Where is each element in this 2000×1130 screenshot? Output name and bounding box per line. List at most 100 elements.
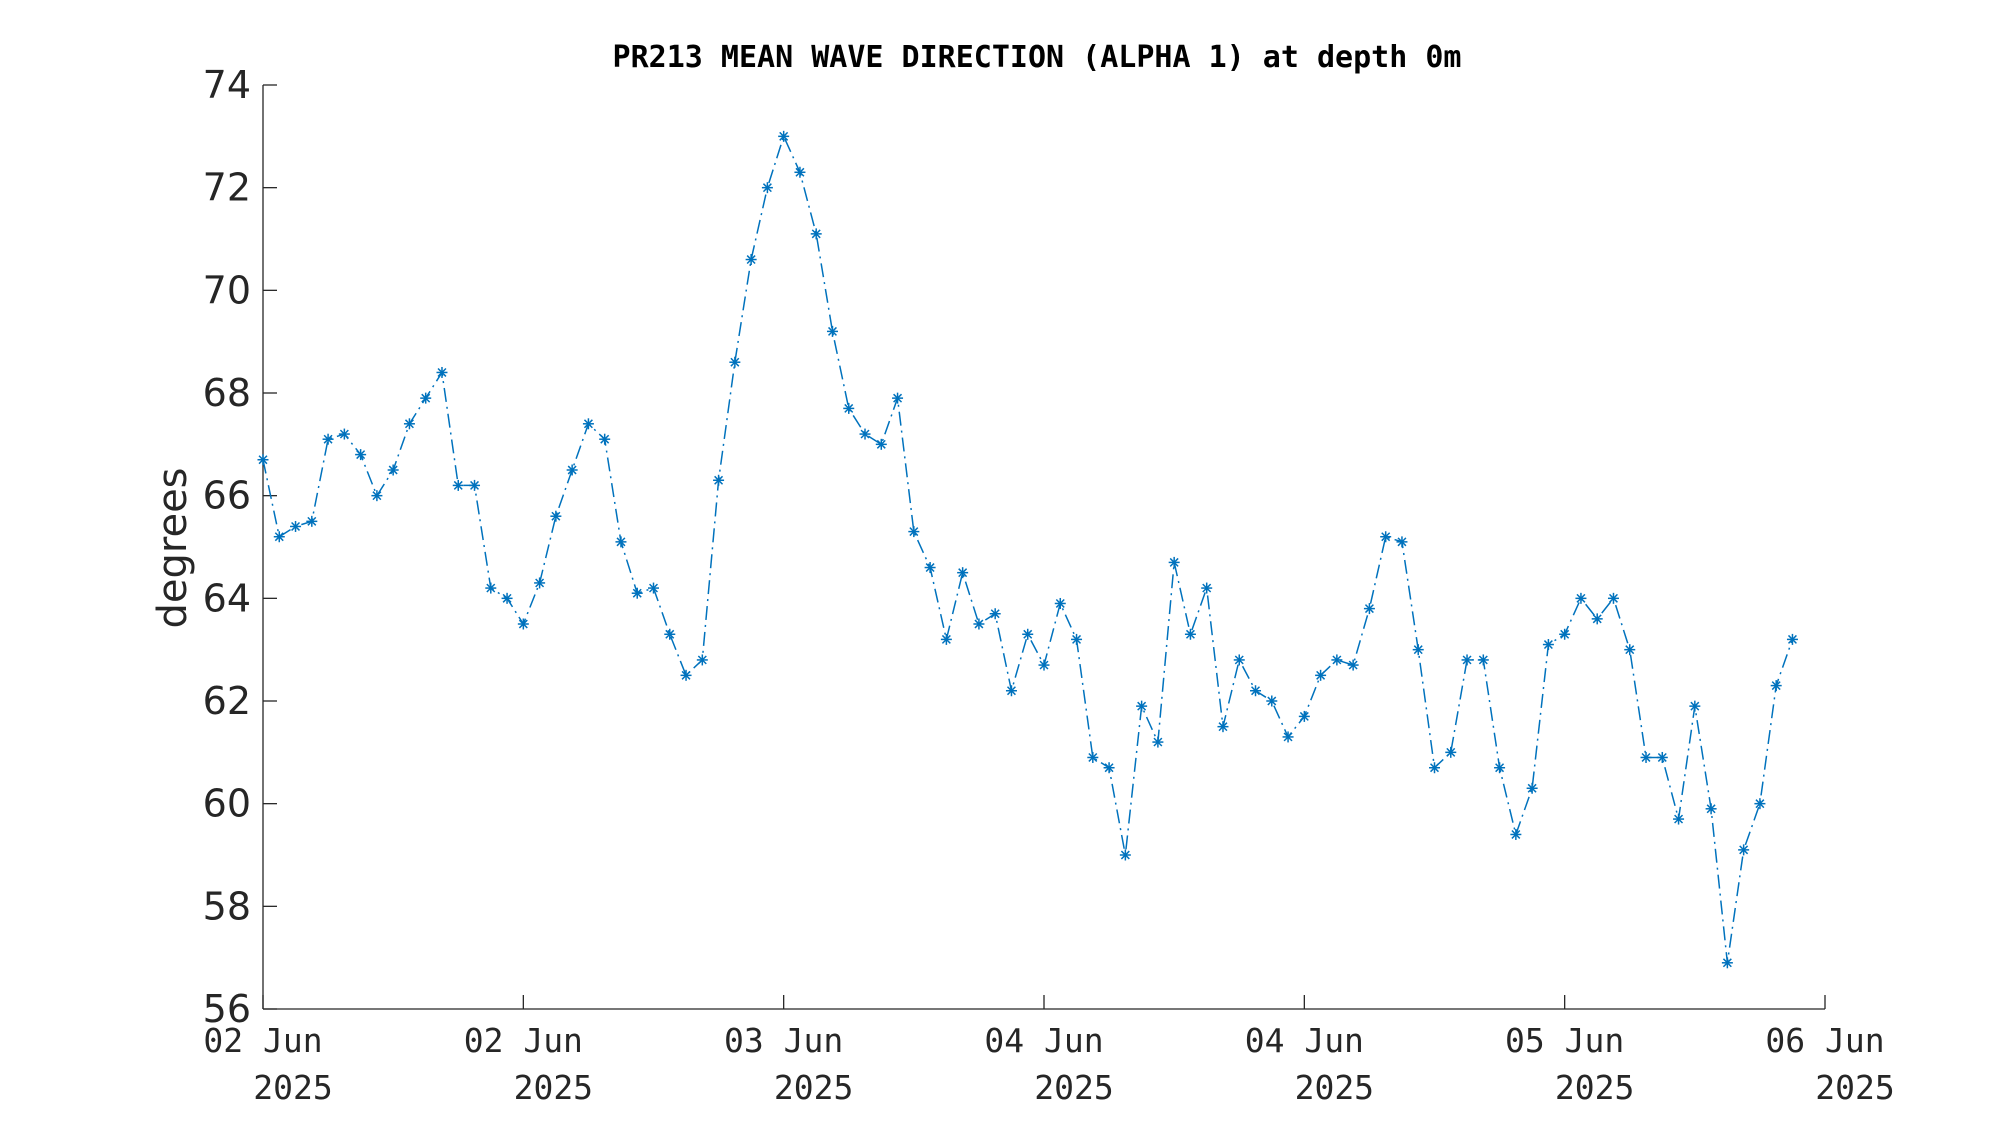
x-tick-label-day: 02 Jun <box>464 1021 583 1060</box>
data-point <box>599 433 611 445</box>
data-point <box>1461 654 1473 666</box>
data-point-stroke <box>1625 645 1635 655</box>
data-point <box>290 520 302 532</box>
data-point-stroke <box>1657 752 1667 762</box>
data-point-stroke <box>404 419 414 429</box>
data-point-stroke <box>258 455 268 465</box>
data-point <box>615 536 627 548</box>
data-point <box>517 618 529 630</box>
data-point-stroke <box>1511 829 1521 839</box>
data-point <box>1233 654 1245 666</box>
data-point <box>1347 659 1359 671</box>
data-point-stroke <box>1397 537 1407 547</box>
data-point-stroke <box>1348 660 1358 670</box>
data-point-stroke <box>681 670 691 680</box>
y-axis-label: degrees <box>150 467 196 628</box>
x-tick-label-day: 03 Jun <box>724 1021 843 1060</box>
data-point-stroke <box>762 183 772 193</box>
data-point-stroke <box>1413 645 1423 655</box>
data-point <box>680 669 692 681</box>
data-point <box>1640 751 1652 763</box>
data-point-stroke <box>1478 655 1488 665</box>
data-point-stroke <box>811 229 821 239</box>
data-point <box>1298 710 1310 722</box>
data-point <box>1363 603 1375 615</box>
x-tick-label-day: 05 Jun <box>1505 1021 1624 1060</box>
data-point-stroke <box>1218 722 1228 732</box>
data-point <box>1396 536 1408 548</box>
data-point <box>696 654 708 666</box>
data-point-stroke <box>876 439 886 449</box>
y-tick-label: 56 <box>203 987 251 1031</box>
data-point-stroke <box>339 429 349 439</box>
data-point <box>1087 751 1099 763</box>
data-point-stroke <box>844 403 854 413</box>
data-point-stroke <box>1608 593 1618 603</box>
data-point-stroke <box>1739 845 1749 855</box>
data-point-stroke <box>1543 640 1553 650</box>
data-point <box>257 454 269 466</box>
y-tick-label: 70 <box>203 268 251 312</box>
plot-area <box>257 130 1798 969</box>
data-point-stroke <box>307 516 317 526</box>
data-point <box>436 366 448 378</box>
data-point-stroke <box>274 532 284 542</box>
data-point <box>485 582 497 594</box>
data-point-stroke <box>1267 696 1277 706</box>
data-point <box>713 474 725 486</box>
data-point <box>875 438 887 450</box>
data-point <box>826 325 838 337</box>
data-point <box>469 479 481 491</box>
data-point <box>1217 721 1229 733</box>
data-point <box>989 608 1001 620</box>
data-point <box>1445 746 1457 758</box>
data-point-stroke <box>291 521 301 531</box>
data-point-stroke <box>860 429 870 439</box>
data-point <box>371 490 383 502</box>
data-point <box>420 392 432 404</box>
data-point-stroke <box>616 537 626 547</box>
data-point-stroke <box>518 619 528 629</box>
data-point-stroke <box>567 465 577 475</box>
y-tick-label: 62 <box>203 679 251 723</box>
data-point-stroke <box>827 326 837 336</box>
data-point-stroke <box>470 480 480 490</box>
data-point <box>1380 531 1392 543</box>
data-point <box>859 428 871 440</box>
data-point-stroke <box>1234 655 1244 665</box>
data-point-stroke <box>1446 747 1456 757</box>
data-point-stroke <box>1185 629 1195 639</box>
y-tick-label: 60 <box>203 782 251 826</box>
data-point-stroke <box>1055 598 1065 608</box>
data-point <box>1071 633 1083 645</box>
data-point <box>1054 597 1066 609</box>
x-tick-label-year: 2025 <box>253 1068 332 1107</box>
data-point <box>1786 633 1798 645</box>
data-point-stroke <box>1641 752 1651 762</box>
data-point-stroke <box>1706 804 1716 814</box>
data-point <box>745 254 757 266</box>
data-point <box>908 526 920 538</box>
data-point <box>1119 849 1131 861</box>
data-point-stroke <box>1202 583 1212 593</box>
data-point-stroke <box>632 588 642 598</box>
data-point-stroke <box>697 655 707 665</box>
data-point <box>1738 844 1750 856</box>
data-point <box>1754 798 1766 810</box>
data-point-stroke <box>925 563 935 573</box>
data-point <box>1315 669 1327 681</box>
data-point-stroke <box>421 393 431 403</box>
data-point <box>1591 613 1603 625</box>
x-tick-label-year: 2025 <box>514 1068 593 1107</box>
x-tick-label-year: 2025 <box>774 1068 853 1107</box>
data-point <box>1494 762 1506 774</box>
data-point <box>1201 582 1213 594</box>
data-point <box>1607 592 1619 604</box>
data-point <box>1412 644 1424 656</box>
data-point <box>403 418 415 430</box>
data-point <box>1168 556 1180 568</box>
data-point-stroke <box>1690 701 1700 711</box>
data-point <box>664 628 676 640</box>
data-point-stroke <box>1299 711 1309 721</box>
